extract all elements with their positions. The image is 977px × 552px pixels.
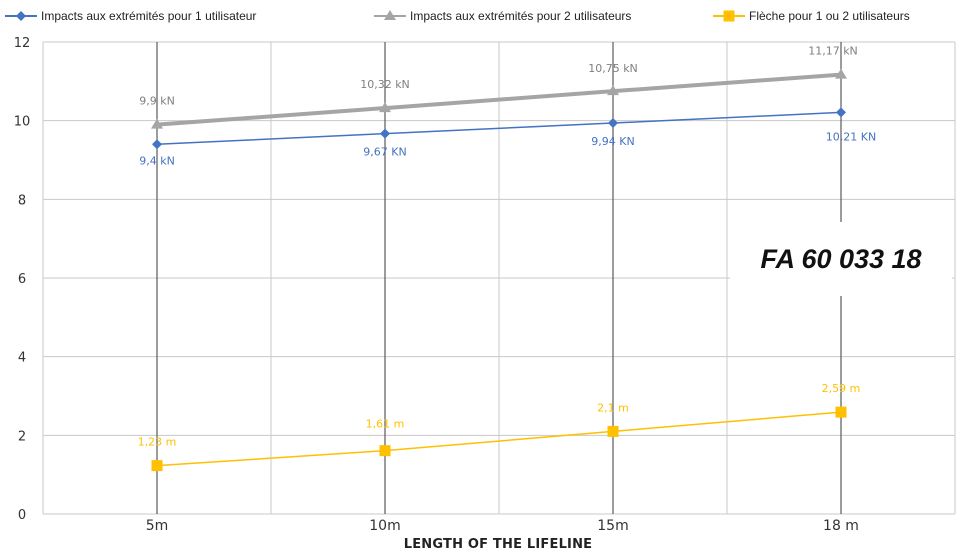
data-label: 9,4 kN: [139, 154, 175, 167]
legend: Impacts aux extrémités pour 1 utilisateu…: [5, 9, 910, 23]
x-axis-title-background: [377, 532, 624, 552]
data-point: [608, 118, 618, 129]
x-tick-label: 15m: [597, 518, 628, 534]
data-label: 2,1 m: [597, 401, 629, 414]
reference-box-background: [730, 222, 952, 296]
y-tick-label: 0: [18, 508, 26, 523]
data-point: [607, 85, 619, 96]
x-tick-label: 18 m: [823, 518, 859, 534]
legend-marker: [723, 10, 735, 22]
x-axis-title: LENGTH OF THE LIFELINE: [377, 532, 624, 552]
data-label: 10,75 kN: [588, 62, 638, 75]
x-axis-ticks: 5m 10m 15m 18 m: [146, 518, 859, 534]
data-point: [607, 425, 619, 437]
reference-box: FA 60 033 18: [730, 222, 952, 296]
data-label: 10,32 kN: [360, 78, 410, 91]
x-tick-label: 5m: [146, 518, 169, 534]
legend-label: Impacts aux extrémités pour 2 utilisateu…: [410, 9, 631, 23]
data-point: [379, 445, 391, 457]
legend-marker: [16, 11, 26, 21]
data-label: 11,17 kN: [808, 45, 858, 58]
x-tick-label: 10m: [369, 518, 400, 534]
data-point: [835, 68, 847, 79]
data-point: [835, 406, 847, 418]
series-line: [156, 72, 842, 127]
series-line: [156, 411, 842, 467]
data-label: 9,9 kN: [139, 95, 175, 108]
data-label: 1,23 m: [138, 436, 177, 449]
y-tick-label: 8: [18, 193, 26, 208]
data-point: [836, 107, 846, 118]
data-labels: 9,4 kN 9,67 KN 9,94 KN 10,21 KN 9,9 kN 10,32 …: [138, 45, 877, 449]
data-label: 10,21 KN: [826, 130, 876, 143]
data-point: [380, 128, 390, 139]
data-label: 2,59 m: [822, 382, 861, 395]
data-label: 1,61 m: [366, 418, 405, 431]
x-axis-label: LENGTH OF THE LIFELINE: [404, 537, 593, 552]
y-tick-label: 12: [14, 36, 31, 51]
series-line: [156, 111, 842, 146]
y-axis-ticks: 0 2 4 6 8 10 12: [14, 36, 31, 523]
data-point: [151, 460, 163, 472]
data-point: [151, 118, 163, 129]
series-group: [151, 68, 847, 472]
legend-label: Impacts aux extrémités pour 1 utilisateu…: [41, 9, 256, 23]
y-tick-label: 10: [14, 115, 31, 130]
data-point: [152, 139, 162, 150]
legend-label: Flèche pour 1 ou 2 utilisateurs: [749, 9, 910, 23]
y-tick-label: 4: [18, 351, 26, 366]
data-label: 9,94 KN: [591, 135, 634, 148]
y-tick-label: 2: [18, 429, 26, 444]
data-label: 9,67 KN: [363, 146, 406, 159]
data-point: [379, 102, 391, 113]
y-tick-label: 6: [18, 272, 26, 287]
legend-marker: [384, 10, 396, 20]
reference-code: FA 60 033 18: [760, 244, 921, 274]
